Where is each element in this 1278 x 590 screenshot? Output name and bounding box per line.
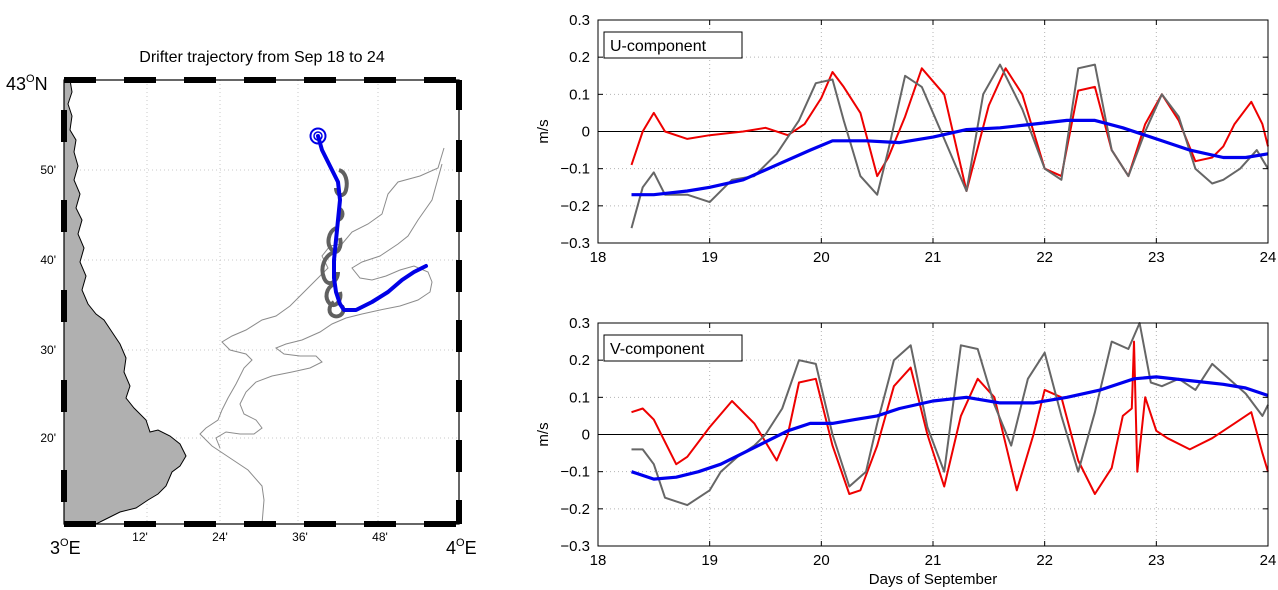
- v-x-axis-label: Days of September: [869, 571, 997, 588]
- land-mass: [63, 79, 187, 525]
- lon-right-label: 4OE: [446, 537, 477, 558]
- u-x-tick-label: 23: [1148, 249, 1165, 266]
- v-x-tick-label: 24: [1260, 552, 1277, 569]
- v-x-tick-label: 20: [813, 552, 830, 569]
- u-x-tick-label: 18: [590, 249, 607, 266]
- y-tick-40: 40': [40, 253, 56, 267]
- u-y-tick-label: 0: [582, 124, 590, 141]
- v-y-tick-label: −0.1: [560, 464, 590, 481]
- u-x-tick-label: 21: [925, 249, 942, 266]
- v-component-panel: 18 19 20 21 22 23 24 0.3 0.2 0.1 0 −0.1 −0.2 −0.3 m/s D…: [535, 315, 1276, 588]
- lat-top-label: 43ON: [6, 73, 48, 94]
- u-y-tick-label: −0.1: [560, 161, 590, 178]
- v-y-tick-label: 0.2: [569, 352, 590, 369]
- y-tick-50: 50': [40, 163, 56, 177]
- y-tick-20: 20': [40, 431, 56, 445]
- map-panel: Drifter trajectory from Sep 18 to 24: [6, 49, 477, 558]
- u-component-panel: 18 19 20 21 22 23 24 0.3 0.2 0.1 0 −0.1 −0.2 −0.3 m/s U…: [535, 12, 1276, 266]
- v-y-axis-label: m/s: [535, 422, 552, 446]
- u-series-2: [630, 63, 1269, 229]
- y-tick-30: 30': [40, 343, 56, 357]
- map-labels: 43ON 3OE 4OE 12' 24' 36' 48' 50' 40' 30'…: [6, 73, 477, 558]
- v-x-tick-label: 18: [590, 552, 607, 569]
- lon-left-label: 3OE: [50, 537, 81, 558]
- v-x-tick-label: 19: [701, 552, 718, 569]
- x-tick-36: 36': [292, 530, 308, 544]
- map-title: Drifter trajectory from Sep 18 to 24: [139, 49, 385, 66]
- u-y-tick-label: 0.2: [569, 49, 590, 66]
- v-y-tick-label: −0.2: [560, 501, 590, 518]
- u-panel-label: U-component: [603, 31, 743, 59]
- u-x-tick-label: 20: [813, 249, 830, 266]
- x-tick-48: 48': [372, 530, 388, 544]
- u-series-3: [631, 118, 1269, 197]
- bathymetry-contours: [199, 147, 445, 525]
- u-y-tick-label: −0.2: [560, 198, 590, 215]
- v-y-tick-label: 0: [582, 427, 590, 444]
- v-panel-label-text: V-component: [610, 341, 705, 358]
- u-panel-label-box: [603, 31, 743, 59]
- drifter-trajectory: [316, 134, 428, 312]
- u-x-tick-label: 22: [1036, 249, 1053, 266]
- v-series-3: [630, 375, 1269, 481]
- u-y-axis-label: m/s: [535, 119, 552, 143]
- start-marker-core: [313, 131, 323, 141]
- v-series-2: [631, 322, 1269, 507]
- v-y-tick-label: −0.3: [560, 538, 590, 555]
- v-y-tick-label: 0.1: [569, 389, 590, 406]
- u-x-tick-label: 24: [1260, 249, 1277, 266]
- v-x-tick-label: 21: [925, 552, 942, 569]
- u-x-tick-label: 19: [701, 249, 718, 266]
- u-panel-label-text: U-component: [610, 38, 707, 55]
- map-area: [63, 79, 459, 525]
- start-marker: [309, 127, 327, 145]
- v-panel-label-box: [603, 334, 743, 362]
- v-x-tick-label: 22: [1036, 552, 1053, 569]
- x-tick-12: 12': [132, 530, 148, 544]
- u-y-tick-label: 0.3: [569, 12, 590, 29]
- map-frame: [61, 77, 462, 527]
- x-tick-24: 24': [212, 530, 228, 544]
- v-y-tick-label: 0.3: [569, 315, 590, 332]
- u-y-tick-label: 0.1: [569, 86, 590, 103]
- v-x-tick-label: 23: [1148, 552, 1165, 569]
- u-y-tick-label: −0.3: [560, 235, 590, 252]
- v-panel-label: V-component: [603, 334, 743, 362]
